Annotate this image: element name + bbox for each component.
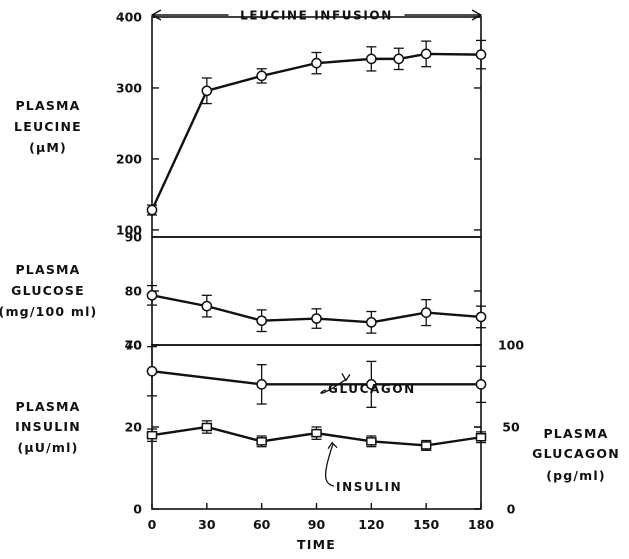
arrow-head-left xyxy=(150,9,162,21)
y-right-tick-label: 100 xyxy=(498,338,524,353)
callout-glucagon xyxy=(320,378,347,394)
series-label-insulin: INSULIN xyxy=(336,480,402,494)
y-axis-label: PLASMA xyxy=(15,399,80,414)
y-axis-label: (mg/100 ml) xyxy=(0,304,97,319)
data-point xyxy=(365,316,377,328)
y-tick-label: 300 xyxy=(116,80,142,95)
data-point xyxy=(201,300,213,312)
series-line xyxy=(150,52,482,211)
y-right-axis-label: (pg/ml) xyxy=(546,468,606,483)
data-point xyxy=(365,53,377,65)
x-tick-label: 60 xyxy=(253,517,271,532)
y-right-tick-label: 50 xyxy=(502,420,520,435)
y-right-axis-label: GLUCAGON xyxy=(532,446,620,461)
y-tick-label: 20 xyxy=(125,420,143,435)
y-axis-label: LEUCINE xyxy=(14,119,82,134)
data-point xyxy=(366,437,377,446)
y-tick-label: 400 xyxy=(116,10,142,25)
data-point xyxy=(475,379,487,390)
panel-insulin-glucagon: 0 20 40 PLASMA INSULIN (μU/ml) 0 50 100 PLASMA GLU… xyxy=(15,338,620,553)
x-tick-label: 30 xyxy=(198,517,216,532)
y-tick-label: 90 xyxy=(125,230,143,245)
data-point xyxy=(475,433,487,442)
y-tick-label: 200 xyxy=(116,151,142,166)
data-point xyxy=(146,430,158,440)
series-glucagon xyxy=(146,345,487,408)
data-point xyxy=(475,311,487,323)
series-insulin xyxy=(146,420,487,452)
y-tick-label: 70 xyxy=(125,338,143,353)
x-tick-label: 90 xyxy=(308,517,326,532)
panel-frame xyxy=(151,16,482,238)
x-tick-label: 0 xyxy=(148,517,157,532)
data-point xyxy=(475,49,487,60)
annotation-label: LEUCINE INFUSION xyxy=(240,9,393,23)
data-point xyxy=(256,315,268,327)
callout-glucagon-head xyxy=(341,373,351,382)
series-label-glucagon: GLUCAGON xyxy=(328,382,416,396)
data-point xyxy=(420,307,432,318)
data-point xyxy=(256,437,267,446)
y-tick-label: 100 xyxy=(116,222,142,237)
data-point xyxy=(311,57,322,69)
y-axis-label: INSULIN xyxy=(15,419,81,434)
data-point xyxy=(201,85,213,97)
y-tick-label: 0 xyxy=(133,502,142,517)
series-line xyxy=(151,370,481,386)
infusion-annotation: LEUCINE INFUSION xyxy=(150,9,483,23)
data-point xyxy=(256,70,268,82)
y-tick-label: 80 xyxy=(125,284,143,299)
data-point xyxy=(311,428,322,438)
y-axis-label: GLUCOSE xyxy=(11,283,85,298)
data-point xyxy=(365,379,377,390)
y-right-axis-label: PLASMA xyxy=(543,426,608,441)
data-point xyxy=(146,365,158,377)
y-axis-label: PLASMA xyxy=(15,98,80,113)
data-point xyxy=(393,53,405,65)
y-axis-label: (μM) xyxy=(29,140,67,155)
y-axis-label: PLASMA xyxy=(15,262,80,277)
data-point xyxy=(420,48,432,60)
panel-glucose: 80 70 PLASMA GLUCOSE (mg/100 ml) xyxy=(0,236,487,353)
data-point xyxy=(146,204,158,216)
arrow-head-right xyxy=(471,9,483,21)
x-tick-label: 150 xyxy=(413,517,439,532)
x-tick-label: 120 xyxy=(358,517,384,532)
x-tick-label: 180 xyxy=(468,517,494,532)
x-axis-label: TIME xyxy=(297,537,336,552)
callout-insulin-head xyxy=(327,441,338,450)
data-point xyxy=(420,441,432,450)
y-right-tick-label: 0 xyxy=(507,502,516,517)
data-point xyxy=(146,289,158,301)
data-point xyxy=(256,379,268,390)
data-point xyxy=(201,422,213,432)
panel-leucine: 100 200 300 400 90 PLASMA LEUCINE (μM) LEUCINE I… xyxy=(14,9,487,245)
series-glucose xyxy=(146,284,487,334)
data-point xyxy=(311,313,322,324)
series-leucine xyxy=(146,39,487,216)
callout-insulin xyxy=(324,443,335,487)
y-tick-label: 40 xyxy=(125,338,143,353)
y-axis-label: (μU/ml) xyxy=(17,440,78,455)
